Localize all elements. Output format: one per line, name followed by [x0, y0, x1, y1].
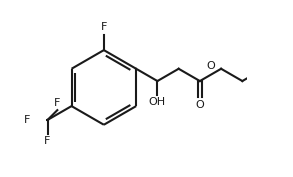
Text: O: O [195, 100, 204, 110]
Text: F: F [54, 98, 61, 108]
Text: F: F [23, 115, 30, 125]
Text: O: O [206, 61, 215, 71]
Text: F: F [101, 22, 107, 32]
Text: F: F [44, 136, 51, 146]
Text: OH: OH [149, 97, 166, 107]
